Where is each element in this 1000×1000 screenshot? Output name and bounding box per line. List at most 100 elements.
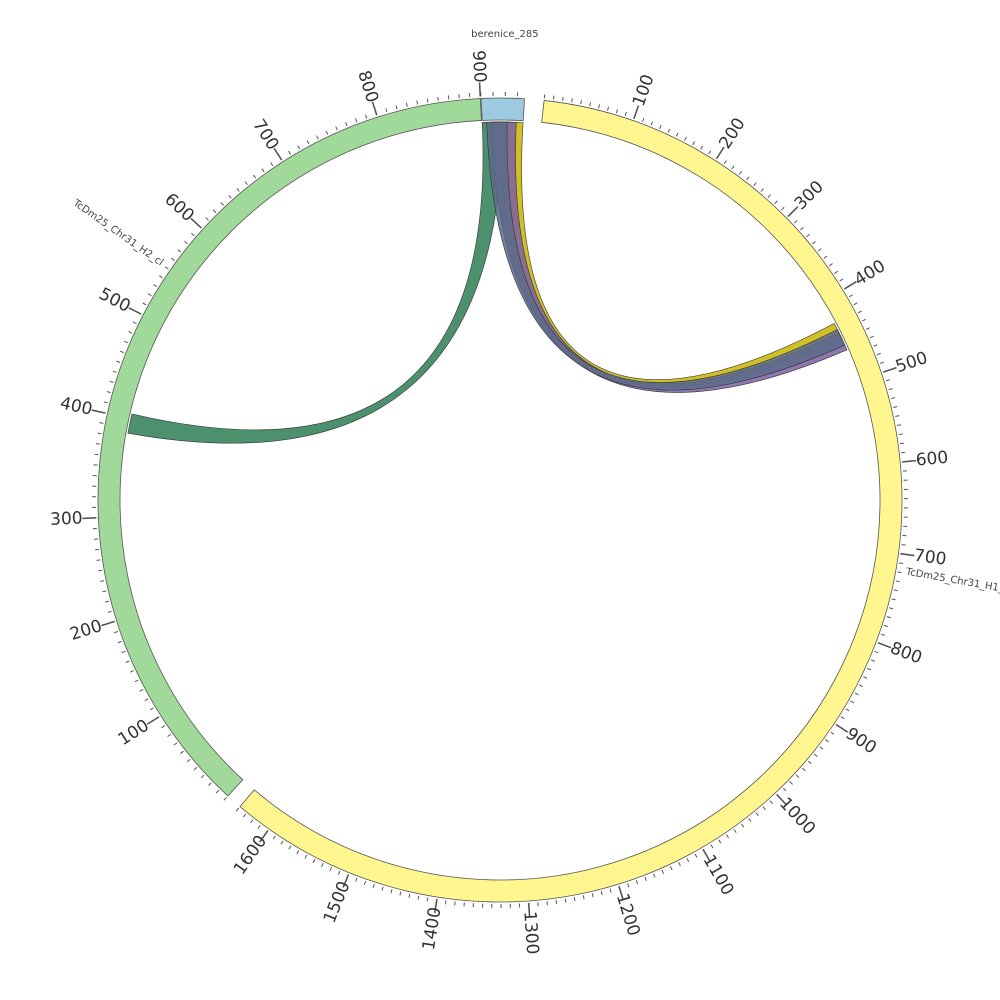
minor-tick (748, 818, 752, 822)
minor-tick (853, 302, 858, 306)
minor-tick (580, 100, 582, 105)
minor-tick (760, 188, 764, 192)
minor-tick (874, 650, 879, 654)
minor-tick (95, 443, 100, 445)
minor-tick (885, 379, 891, 382)
tick-label: 400 (58, 393, 94, 420)
minor-tick (686, 857, 690, 862)
minor-tick (692, 141, 696, 146)
minor-tick (800, 226, 804, 231)
minor-tick (132, 321, 137, 325)
minor-tick (244, 181, 248, 185)
link-ribbon-2 (493, 121, 843, 388)
tick-label: 600 (915, 448, 949, 471)
minor-tick (257, 824, 261, 829)
major-tick (877, 641, 892, 649)
tick-label: 1100 (699, 852, 738, 899)
minor-tick (624, 111, 627, 117)
minor-tick (171, 257, 175, 261)
minor-tick (893, 589, 898, 592)
minor-tick (426, 98, 429, 103)
minor-tick (725, 834, 730, 839)
minor-tick (345, 122, 348, 127)
major-tick (835, 723, 849, 733)
tick-label: 800 (353, 68, 382, 105)
minor-tick (669, 866, 673, 871)
major-tick (902, 459, 917, 463)
minor-tick (288, 150, 292, 155)
minor-tick (180, 750, 184, 754)
minor-tick (297, 145, 301, 150)
tick-label: 1600 (230, 832, 271, 879)
minor-tick (733, 829, 737, 833)
minor-tick (280, 840, 284, 845)
minor-tick (153, 284, 158, 288)
minor-tick (897, 571, 902, 574)
minor-tick (564, 898, 567, 903)
minor-tick (865, 327, 871, 330)
minor-tick (755, 812, 759, 817)
tick-label: 900 (842, 724, 880, 759)
minor-tick (408, 893, 411, 898)
minor-tick (708, 150, 712, 155)
minor-tick (96, 559, 101, 561)
minor-tick (304, 854, 308, 859)
minor-tick (767, 194, 771, 198)
minor-tick (296, 850, 300, 855)
minor-tick (104, 600, 109, 603)
minor-tick (149, 707, 154, 711)
minor-tick (863, 676, 868, 679)
minor-tick (426, 897, 429, 902)
segment-arc-1 (480, 97, 525, 122)
minor-tick (823, 255, 828, 259)
minor-tick (112, 370, 117, 373)
minor-tick (117, 640, 122, 644)
minor-tick (186, 758, 191, 763)
segment-label-3: TcDm25_Chr31_H2_cl (70, 197, 165, 268)
minor-tick (694, 853, 698, 858)
minor-tick (395, 105, 398, 110)
minor-tick (134, 679, 139, 683)
minor-tick (684, 136, 687, 141)
minor-tick (870, 659, 875, 662)
major-tick (900, 552, 915, 557)
minor-tick (250, 819, 254, 824)
minor-tick (372, 883, 375, 888)
minor-tick (190, 232, 195, 237)
minor-tick (437, 96, 439, 101)
minor-tick (825, 739, 829, 743)
minor-tick (173, 742, 178, 746)
minor-tick (272, 835, 276, 840)
minor-tick (813, 753, 818, 757)
minor-tick (895, 580, 900, 583)
minor-tick (316, 135, 319, 140)
tick-label: 400 (851, 256, 889, 290)
minor-tick (447, 95, 450, 100)
minor-tick (144, 698, 149, 702)
minor-tick (444, 900, 447, 905)
minor-tick (718, 839, 722, 844)
minor-tick (769, 800, 773, 804)
minor-tick (644, 876, 647, 882)
major-tick (190, 217, 202, 229)
ticks-layer (82, 82, 917, 918)
minor-tick (321, 863, 324, 868)
minor-tick (738, 170, 743, 175)
major-tick (128, 307, 142, 315)
minor-tick (562, 96, 564, 101)
minor-tick (834, 270, 839, 274)
minor-tick (100, 580, 105, 582)
minor-tick (615, 109, 618, 114)
minor-tick (888, 388, 893, 391)
minor-tick (675, 132, 679, 137)
minor-tick (555, 900, 558, 905)
major-tick (882, 366, 897, 373)
tick-label: 500 (893, 348, 930, 377)
tick-label: 100 (115, 716, 153, 750)
minor-tick (99, 422, 104, 424)
tick-label: 1200 (612, 891, 644, 938)
tick-label: 300 (50, 508, 83, 529)
major-tick (342, 874, 350, 888)
minor-tick (147, 293, 152, 297)
minor-tick (552, 95, 555, 100)
